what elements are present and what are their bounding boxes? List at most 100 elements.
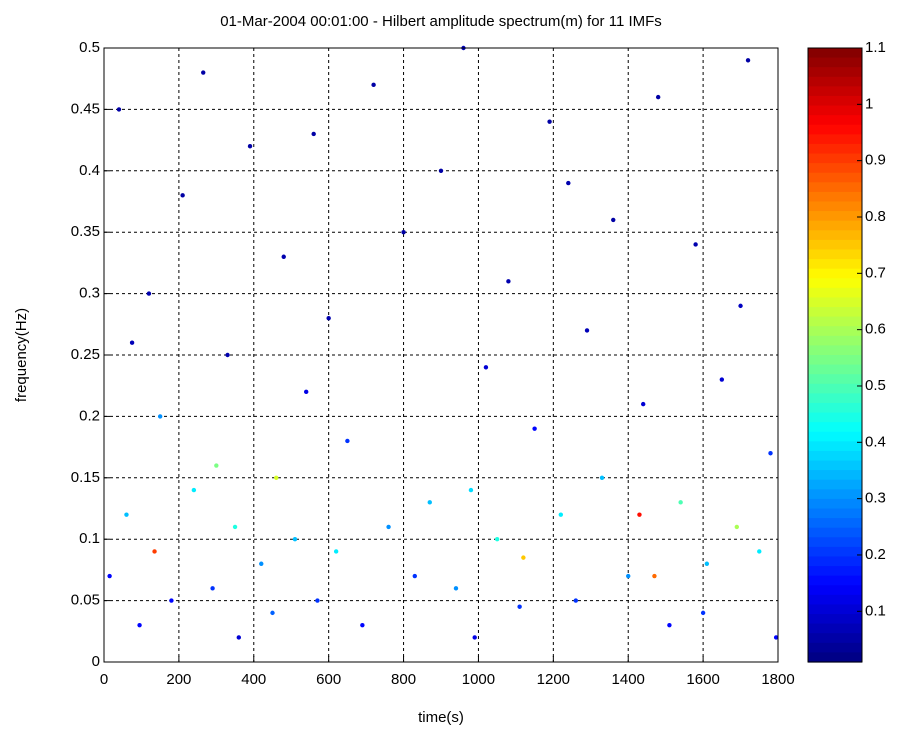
point	[734, 524, 740, 530]
point	[693, 242, 698, 247]
point	[757, 549, 762, 554]
point	[157, 414, 163, 419]
colorbar-tick-label: 0.5	[865, 377, 886, 394]
point	[652, 573, 657, 579]
point	[214, 463, 219, 468]
x-tick-label: 1600	[686, 671, 719, 688]
colorbar-swatch	[808, 259, 862, 270]
y-tick-label: 0.5	[79, 39, 100, 56]
y-tick-label: 0.35	[71, 223, 100, 240]
colorbar-swatch	[808, 508, 862, 519]
y-tick-label: 0.1	[79, 530, 100, 547]
x-tick-label: 1200	[537, 671, 570, 688]
point	[483, 365, 489, 370]
colorbar-swatch	[808, 460, 862, 471]
colorbar-swatch	[808, 527, 862, 538]
point	[719, 377, 725, 382]
colorbar-tick-label: 0.1	[865, 602, 886, 619]
point	[281, 254, 286, 259]
chart-title: 01-Mar-2004 00:01:00 - Hilbert amplitude…	[220, 13, 662, 30]
x-tick-label: 800	[391, 671, 416, 688]
x-tick-label: 1000	[462, 671, 495, 688]
colorbar-swatch	[808, 614, 862, 625]
point	[274, 475, 279, 480]
point	[191, 487, 197, 493]
point	[611, 217, 616, 223]
colorbar-swatch	[808, 57, 862, 68]
colorbar-swatch	[808, 623, 862, 634]
colorbar-swatch	[808, 201, 862, 212]
colorbar-swatch	[808, 86, 862, 97]
colorbar-tick-label: 0.4	[865, 433, 886, 450]
x-tick-label: 1400	[612, 671, 645, 688]
colorbar-swatch	[808, 518, 862, 529]
point	[129, 340, 135, 345]
colorbar-swatch	[808, 594, 862, 606]
point	[270, 610, 275, 616]
colorbar-swatch	[808, 412, 862, 423]
axes-frame	[103, 47, 779, 663]
point	[521, 555, 526, 560]
colorbar-swatch	[808, 182, 862, 193]
colorbar-swatch	[808, 566, 862, 577]
y-tick-label: 0.05	[71, 592, 100, 609]
colorbar-tick-label: 0.8	[865, 208, 886, 225]
colorbar-swatch	[808, 48, 862, 59]
point	[371, 82, 376, 88]
colorbar-swatch	[808, 95, 862, 107]
x-tick-label: 1800	[761, 671, 794, 688]
y-axis-label: frequency(Hz)	[13, 308, 30, 402]
point	[259, 561, 264, 566]
colorbar-swatch	[808, 575, 862, 586]
colorbar-swatch	[808, 115, 862, 126]
colorbar-swatch	[808, 393, 862, 404]
colorbar-swatch	[808, 383, 862, 394]
colorbar-swatch	[808, 67, 862, 78]
colorbar-swatch	[808, 642, 862, 654]
colorbar-tick-label: 0.6	[865, 321, 886, 338]
point	[438, 168, 444, 173]
point	[107, 573, 112, 579]
point	[573, 598, 578, 603]
y-tick-label: 0.3	[79, 285, 100, 302]
colorbar-swatch	[808, 153, 862, 164]
x-tick-label: 200	[166, 671, 191, 688]
point	[667, 622, 672, 628]
point	[360, 622, 365, 628]
colorbar-swatch	[808, 489, 862, 500]
point	[152, 549, 157, 554]
colorbar-swatch	[808, 431, 862, 442]
point	[566, 180, 571, 186]
point	[768, 451, 773, 456]
x-tick-label: 600	[316, 671, 341, 688]
y-tick-label: 0	[92, 653, 100, 670]
colorbar-swatch	[808, 652, 862, 663]
colorbar-swatch	[808, 134, 862, 145]
point	[558, 512, 564, 517]
colorbar-swatch	[808, 633, 862, 644]
colorbar-swatch	[808, 556, 862, 567]
colorbar-tick-label: 0.3	[865, 490, 886, 507]
colorbar-swatch	[808, 364, 862, 375]
point	[146, 291, 152, 296]
colorbar-swatch	[808, 326, 862, 337]
colorbar-swatch	[808, 143, 862, 155]
colorbar-swatch	[808, 239, 862, 251]
point	[401, 230, 406, 235]
point	[773, 635, 779, 640]
colorbar-swatch	[808, 211, 862, 222]
y-tick-label: 0.45	[71, 100, 100, 117]
y-tick-label: 0.4	[79, 162, 100, 179]
point	[494, 537, 500, 542]
point	[678, 500, 683, 505]
colorbar-swatch	[808, 191, 862, 203]
point	[547, 119, 552, 124]
point	[641, 401, 646, 407]
colorbar-swatch	[808, 307, 862, 318]
colorbar-swatch	[808, 278, 862, 289]
colorbar-swatch	[808, 402, 862, 414]
point	[137, 622, 142, 628]
point	[201, 70, 206, 75]
point	[584, 328, 590, 333]
